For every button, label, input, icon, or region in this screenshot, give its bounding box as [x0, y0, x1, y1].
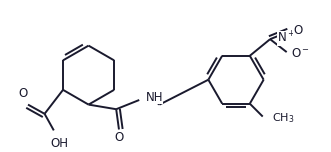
Text: O: O — [114, 131, 123, 144]
Text: OH: OH — [50, 137, 68, 150]
Text: O: O — [19, 87, 28, 100]
Text: N$^+$: N$^+$ — [276, 31, 295, 46]
Text: O: O — [293, 24, 303, 37]
Text: O$^-$: O$^-$ — [291, 47, 310, 60]
Text: CH$_3$: CH$_3$ — [272, 112, 295, 125]
Text: NH: NH — [146, 91, 163, 104]
